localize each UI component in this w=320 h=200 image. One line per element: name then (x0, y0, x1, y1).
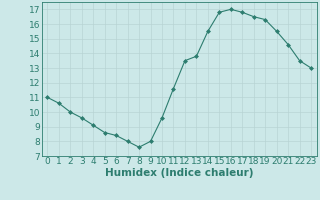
X-axis label: Humidex (Indice chaleur): Humidex (Indice chaleur) (105, 168, 253, 178)
